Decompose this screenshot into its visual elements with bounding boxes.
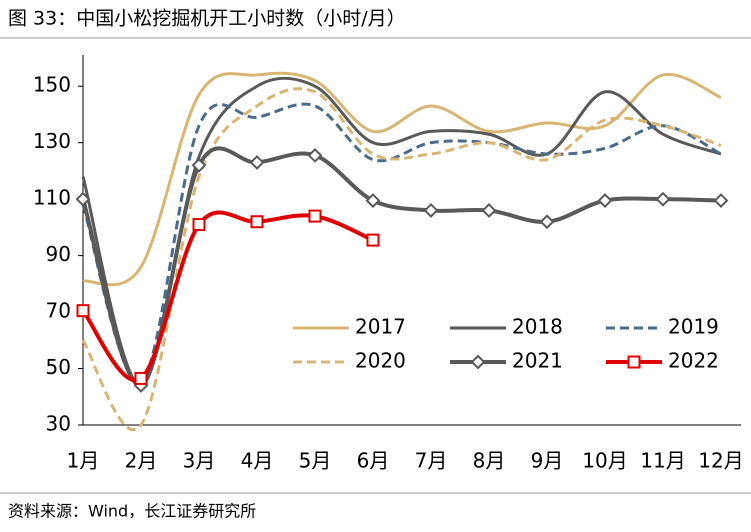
series: [81, 102, 722, 385]
x-tick-label: 2月: [125, 449, 158, 473]
legend-label: 2022: [668, 349, 719, 373]
source: 资料来源：Wind，长江证券研究所: [8, 502, 256, 521]
series-line: [81, 76, 722, 387]
y-tick-label: 30: [46, 412, 71, 436]
marker: [192, 218, 206, 232]
legend-item: 2017: [293, 315, 406, 339]
legend-label: 2017: [355, 315, 406, 339]
marker: [76, 304, 90, 318]
x-tick-label: 11月: [640, 449, 685, 473]
marker: [366, 233, 380, 247]
marker: [365, 193, 381, 208]
x-tick-label: 6月: [357, 449, 390, 473]
marker: [191, 157, 207, 173]
marker: [539, 214, 555, 230]
chart-title: 图 33：中国小松挖掘机开工小时数（小时/月）: [8, 8, 406, 30]
y-tick-label: 50: [46, 355, 71, 379]
x-tick-label: 4月: [241, 449, 274, 473]
series: [82, 71, 722, 287]
legend-label: 2021: [512, 349, 563, 373]
legend-item: 2020: [293, 349, 406, 373]
marker: [655, 191, 671, 207]
series-line: [81, 210, 374, 383]
y-tick-label: 110: [33, 186, 71, 210]
legend-label: 2018: [512, 315, 563, 339]
marker: [423, 203, 439, 218]
legend-item: 2021: [450, 349, 563, 373]
y-tick-label: 150: [33, 73, 71, 97]
series-line: [81, 102, 722, 385]
legend-item: 2018: [450, 315, 563, 339]
marker: [481, 203, 497, 218]
marker: [134, 371, 148, 385]
series: [81, 76, 722, 387]
series-line: [81, 87, 722, 431]
marker: [713, 193, 729, 208]
legend-marker: [627, 355, 641, 369]
marker: [249, 155, 265, 170]
x-tick-label: 9月: [531, 449, 564, 473]
x-tick-label: 8月: [473, 449, 506, 473]
y-tick-label: 70: [46, 299, 71, 323]
legend-item: 2019: [606, 315, 719, 339]
marker: [307, 147, 323, 163]
x-tick-label: 1月: [67, 449, 100, 473]
x-tick-label: 10月: [582, 449, 627, 473]
x-tick-label: 3月: [183, 449, 216, 473]
y-tick-label: 90: [46, 242, 71, 266]
legend-label: 2019: [668, 315, 719, 339]
x-tick-label: 7月: [415, 449, 448, 473]
series: [81, 87, 722, 431]
x-tick-label: 5月: [299, 449, 332, 473]
marker: [597, 193, 613, 208]
legend-marker: [470, 354, 486, 370]
x-tick-label: 12月: [698, 449, 743, 473]
legend-item: 2022: [606, 349, 719, 373]
marker: [75, 191, 91, 207]
y-tick-label: 130: [33, 129, 71, 153]
series: [76, 209, 380, 385]
legend-label: 2020: [355, 349, 406, 373]
series-line: [82, 71, 722, 287]
marker: [308, 209, 322, 223]
marker: [250, 215, 264, 229]
